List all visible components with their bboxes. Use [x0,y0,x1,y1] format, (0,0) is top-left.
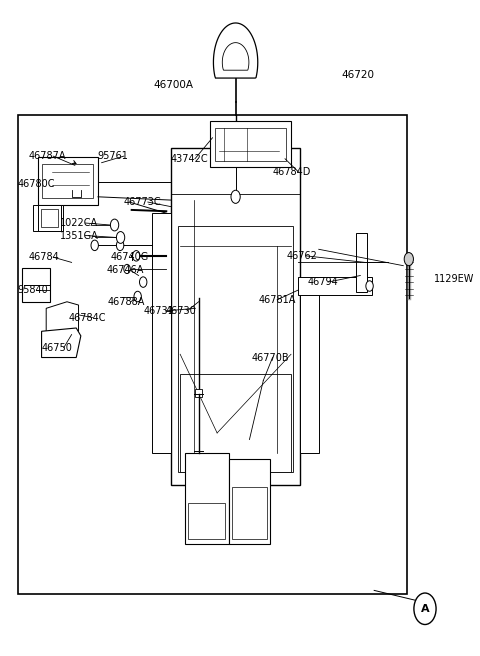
Text: 1129EW: 1129EW [434,274,475,284]
Text: 46773C: 46773C [124,197,161,207]
Circle shape [134,291,141,302]
Polygon shape [222,43,249,70]
Text: 46730: 46730 [166,306,196,316]
Bar [38,157,98,205]
Bar [185,453,228,544]
Circle shape [231,190,240,203]
Bar [298,277,372,295]
Bar [33,205,63,231]
Bar [180,374,291,472]
Text: 46746A: 46746A [106,264,144,275]
Text: 46784: 46784 [29,252,60,262]
Polygon shape [42,328,81,358]
Bar [178,226,293,472]
Bar [38,205,61,231]
Circle shape [117,232,125,243]
Bar [195,389,203,397]
Bar [356,233,367,292]
Circle shape [124,264,130,274]
Text: 43742C: 43742C [171,154,208,164]
Polygon shape [214,23,258,78]
Text: A: A [420,604,429,614]
Text: 1351GA: 1351GA [60,230,99,241]
Text: 46784D: 46784D [273,167,311,177]
Bar [232,487,266,539]
Bar [228,459,270,544]
Text: 46700A: 46700A [153,80,193,91]
Circle shape [117,240,124,251]
Text: 95840: 95840 [18,285,48,295]
Text: 46787A: 46787A [29,151,66,161]
Text: 46781A: 46781A [259,295,296,305]
Bar [210,121,291,167]
Bar [300,279,319,453]
Text: 46762: 46762 [287,251,317,261]
Text: 46740G: 46740G [111,252,149,262]
Circle shape [404,253,413,266]
Circle shape [140,277,147,287]
Text: 46784C: 46784C [68,312,106,323]
Bar [171,148,300,485]
Circle shape [132,251,140,261]
Circle shape [110,219,119,231]
Text: 46770B: 46770B [252,352,289,363]
Bar [153,213,171,453]
Bar [41,209,58,227]
Text: 46750: 46750 [42,342,72,353]
Circle shape [366,281,373,291]
Bar [189,503,225,539]
Circle shape [414,593,436,625]
Text: 46780C: 46780C [18,178,55,189]
Polygon shape [46,302,79,336]
Text: 46788A: 46788A [108,297,145,307]
Text: 46794: 46794 [307,277,338,287]
Text: 95761: 95761 [97,151,128,161]
Text: 46731: 46731 [143,306,174,316]
Circle shape [91,240,98,251]
Bar [215,128,287,161]
Bar [22,268,50,302]
Text: 1022CA: 1022CA [60,218,98,228]
Bar [18,115,407,594]
Bar [43,164,93,198]
Text: 46720: 46720 [342,70,375,81]
